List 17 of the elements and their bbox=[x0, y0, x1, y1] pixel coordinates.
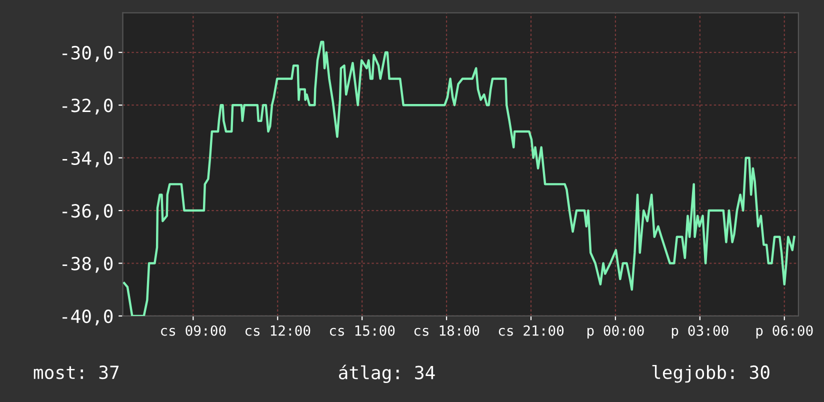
y-tick-label: -32,0 bbox=[62, 98, 113, 115]
y-tick-label: -30,0 bbox=[62, 46, 113, 62]
x-tick-label: cs 12:00 bbox=[245, 325, 310, 336]
text: legjobb: 30 bbox=[652, 365, 770, 383]
y-tick-label: -40,0 bbox=[62, 309, 113, 326]
y-tick-label: -36,0 bbox=[62, 204, 113, 220]
x-tick-label: p 06:00 bbox=[756, 325, 813, 339]
y-tick-label: -34,0 bbox=[62, 151, 113, 168]
y-tick-label: -38,0 bbox=[62, 256, 113, 273]
x-tick-label: cs 09:00 bbox=[161, 325, 226, 336]
x-tick-label: p 00:00 bbox=[587, 325, 644, 339]
x-tick-label: cs 18:00 bbox=[414, 325, 480, 336]
text: átlag: 34 bbox=[339, 364, 435, 384]
x-tick-label: cs 21:00 bbox=[498, 325, 564, 336]
x-tick-label: p 03:00 bbox=[672, 325, 728, 339]
x-tick-label: cs 15:00 bbox=[330, 325, 395, 336]
text: most: 37 bbox=[34, 365, 119, 380]
